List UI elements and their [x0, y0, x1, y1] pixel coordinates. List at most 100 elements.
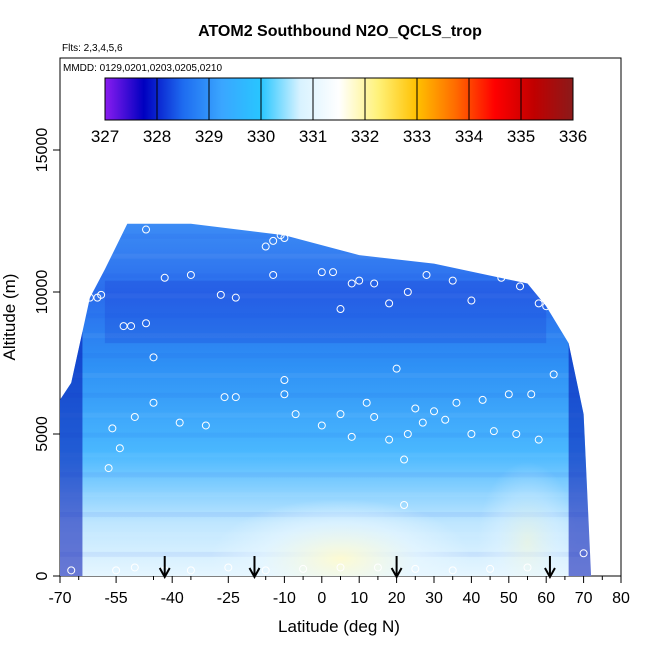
sample-point	[127, 322, 136, 331]
sample-point	[579, 549, 588, 558]
curtain-band	[60, 233, 592, 239]
sample-point	[486, 564, 495, 573]
x-axis-title: Latitude (deg N)	[278, 617, 400, 636]
chart-title: ATOM2 Southbound N2O_QCLS_trop	[198, 23, 482, 40]
sample-point	[108, 424, 117, 433]
dates-note: MMDD: 0129,0201,0203,0205,0210	[63, 63, 222, 74]
colorbar-tick-label: 333	[403, 127, 431, 146]
sample-point	[362, 398, 371, 407]
sample-point	[497, 273, 506, 282]
curtain-band	[60, 392, 592, 398]
sample-point	[385, 299, 394, 308]
sample-point	[186, 566, 195, 575]
sample-point	[418, 418, 427, 427]
northern-light-region	[477, 461, 578, 576]
x-tick-label: 60	[537, 590, 555, 607]
sample-point	[336, 410, 345, 419]
sample-point	[542, 302, 551, 311]
curtain-band	[60, 293, 592, 299]
sample-point	[261, 566, 270, 575]
x-tick-label: 10	[350, 590, 368, 607]
curtain-band	[60, 273, 592, 279]
sample-point	[299, 564, 308, 573]
sample-point	[347, 432, 356, 441]
colorbar-tick-label: 329	[195, 127, 223, 146]
colorbar-tick-label: 335	[507, 127, 535, 146]
sample-point	[149, 353, 158, 362]
x-tick-label: -55	[105, 590, 128, 607]
sample-point	[400, 501, 409, 509]
x-tick-label: 80	[612, 590, 630, 607]
colorbar-tick-label: 328	[143, 127, 171, 146]
sample-point	[112, 566, 121, 575]
profile-arrow-head	[248, 567, 261, 580]
sample-point	[373, 563, 382, 572]
sample-point	[403, 288, 412, 296]
sample-point	[370, 412, 379, 421]
x-tick-label: 20	[388, 590, 406, 607]
colorbar-tick-label: 331	[299, 127, 327, 146]
sample-point	[527, 390, 536, 399]
curtain-band	[60, 412, 592, 418]
sample-point	[385, 435, 394, 444]
sample-point	[512, 430, 521, 438]
sample-point	[534, 299, 543, 308]
sample-point	[160, 273, 169, 282]
y-tick-label: 0	[34, 571, 51, 580]
profile-arrow-head	[158, 567, 171, 580]
curtain-band	[60, 253, 592, 259]
x-tick-label: 40	[463, 590, 481, 607]
colorbar-ticks: 327 328 329 330 331 332 333 334 335 336	[91, 78, 587, 146]
sample-point	[149, 398, 158, 407]
y-tick-label: 5000	[34, 416, 51, 452]
x-tick-label: 70	[575, 590, 593, 607]
sample-point	[142, 319, 151, 328]
sample-point	[430, 407, 438, 416]
sample-point	[448, 566, 457, 575]
sample-point	[269, 236, 278, 245]
colorbar-tick-label: 327	[91, 127, 119, 146]
surface-warm-region	[210, 498, 471, 576]
sample-point	[186, 270, 195, 279]
sample-point	[269, 270, 278, 279]
sample-point	[448, 276, 457, 285]
curtain-band	[60, 432, 592, 438]
upper-dark-layer	[104, 280, 547, 344]
sample-point	[392, 364, 401, 373]
sample-point	[291, 410, 300, 419]
sample-point	[523, 563, 532, 572]
sample-point	[329, 268, 338, 277]
curtain-band	[60, 353, 592, 359]
sample-point	[400, 455, 409, 464]
curtain-band	[60, 333, 592, 339]
sample-point	[516, 282, 525, 291]
sample-point	[231, 293, 240, 302]
curtain-band	[60, 452, 592, 458]
colorbar-tick-label: 332	[351, 127, 379, 146]
sample-point	[220, 393, 229, 402]
x-tick-label: 50	[500, 590, 518, 607]
sample-point	[231, 393, 240, 402]
sample-point	[115, 444, 124, 453]
sample-point	[201, 421, 210, 430]
sample-point	[142, 225, 151, 234]
x-axis: -70 -55 -40 -25 -10 0 10 20 30 40 50 60 70 80	[48, 576, 630, 607]
sample-point	[336, 563, 345, 572]
colorbar-gradient	[104, 77, 574, 121]
south-edge-dark	[60, 223, 83, 576]
sample-point	[411, 404, 420, 413]
colorbar: 327 328 329 330 331 332 333 334 335 336	[91, 77, 587, 146]
x-tick-label: 0	[317, 590, 326, 607]
sample-point	[336, 305, 345, 314]
y-axis: 0 5000 10000 15000	[34, 128, 60, 580]
sample-point	[261, 242, 270, 251]
curtain-band	[60, 472, 592, 478]
curtain-envelope	[60, 223, 592, 576]
x-tick-label: -10	[273, 590, 296, 607]
y-tick-label: 10000	[34, 270, 51, 315]
sample-point	[224, 563, 233, 572]
sample-point	[216, 290, 225, 299]
sample-point	[467, 430, 476, 438]
y-tick-label: 15000	[34, 128, 51, 173]
